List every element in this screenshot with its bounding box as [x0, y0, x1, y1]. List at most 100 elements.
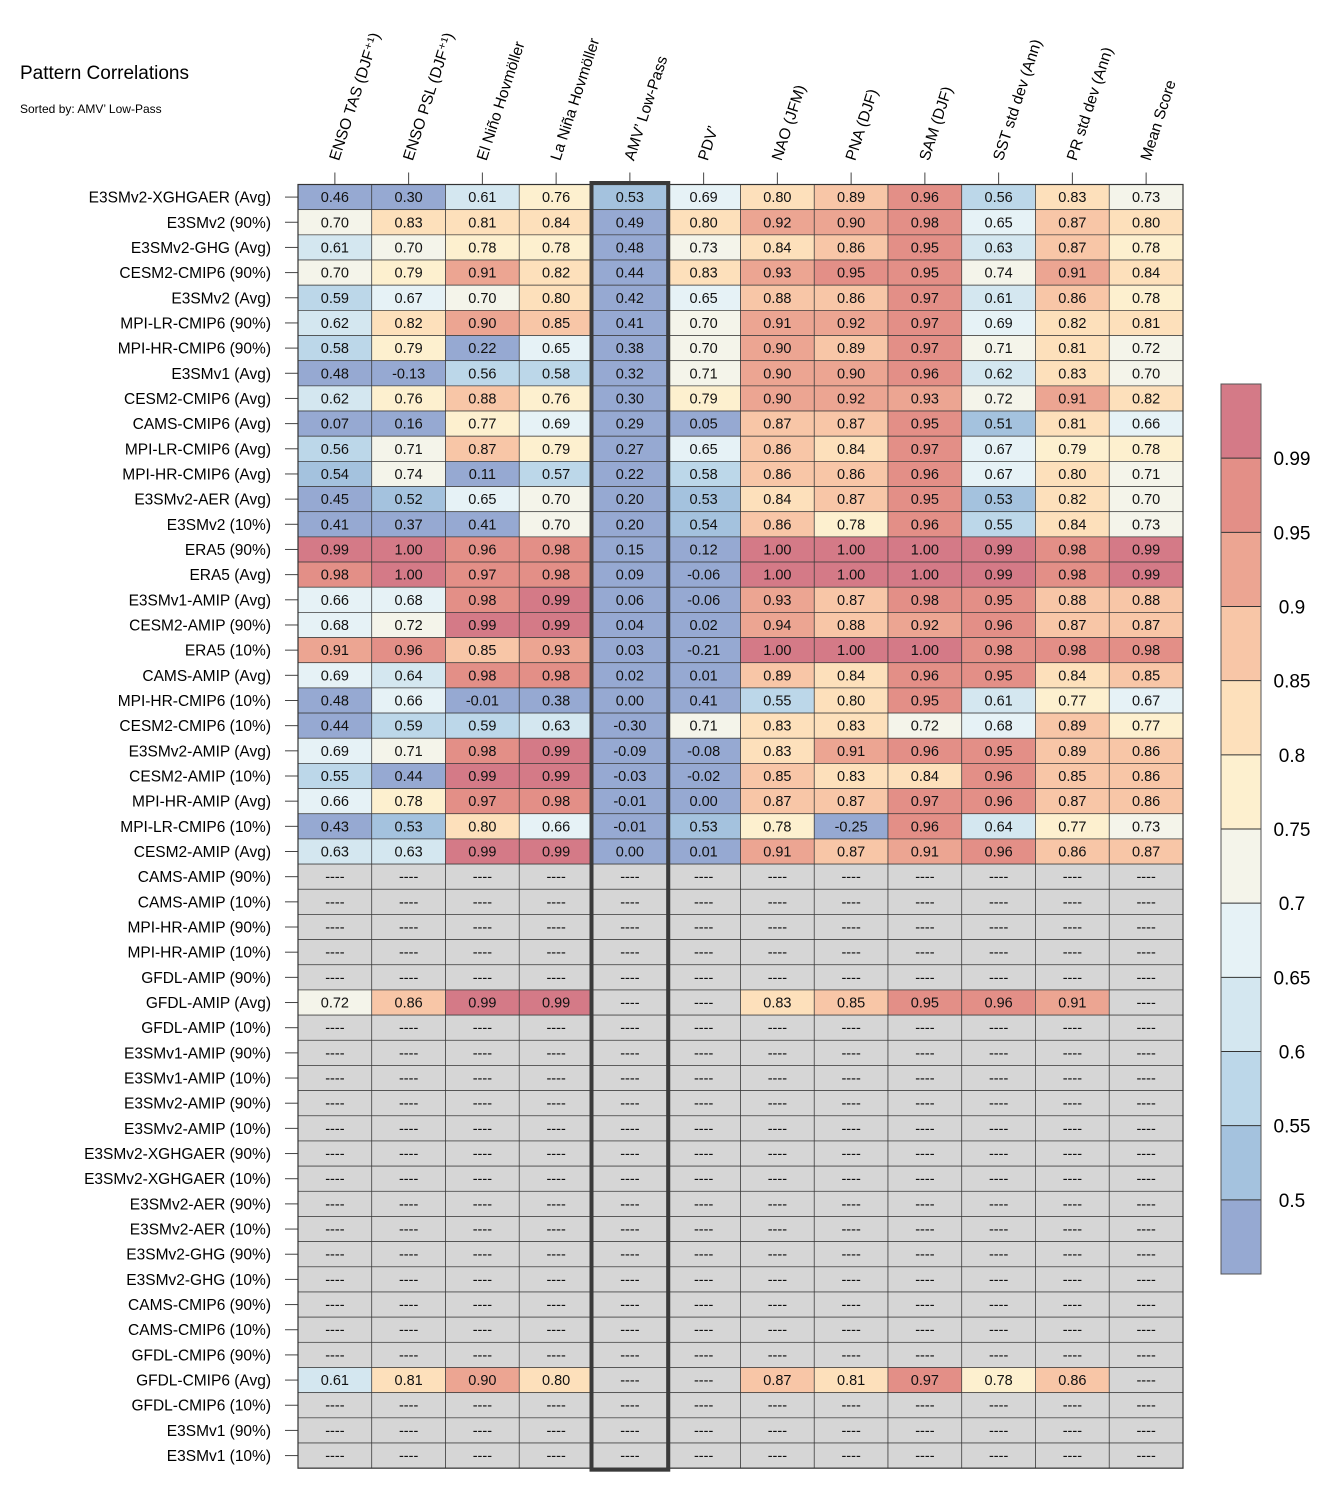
heatmap-cell: [1108, 939, 1184, 966]
heatmap-cell: [887, 1216, 963, 1242]
heatmap-cell: [371, 1140, 446, 1167]
cell-value-label: 0.54: [690, 517, 718, 533]
cell-value-label: 0.70: [468, 291, 496, 307]
heatmap-cell: [666, 586, 741, 613]
heatmap-cell: [961, 888, 1036, 915]
heatmap-cell: [813, 687, 889, 714]
cell-value-label: ----: [399, 1046, 418, 1062]
heatmap-cell: [592, 360, 668, 387]
cell-value-label: ----: [399, 920, 418, 936]
cell-value-label: 0.92: [837, 316, 865, 332]
row-label: E3SMv2 (90%): [167, 215, 271, 232]
cell-value-label: 0.70: [542, 517, 570, 533]
heatmap-cell: [371, 712, 446, 739]
cell-value-label: 0.84: [1058, 668, 1086, 684]
cell-value-label: ----: [915, 1247, 934, 1263]
cell-value-label: 0.96: [911, 366, 939, 382]
heatmap-cell: [297, 410, 373, 437]
cell-value-label: 0.63: [395, 845, 423, 861]
cell-value-label: ----: [325, 1449, 344, 1465]
cell-value-label: ----: [989, 1423, 1008, 1439]
cell-value-label: ----: [841, 1121, 860, 1137]
heatmap-cell: [445, 1341, 520, 1368]
cell-value-label: 0.98: [1132, 643, 1160, 659]
cell-value-label: 0.96: [985, 769, 1013, 785]
cell-value-label: ----: [620, 1071, 639, 1087]
cell-value-label: 0.62: [321, 391, 349, 407]
cell-value-label: ----: [694, 996, 713, 1012]
heatmap-cell: [740, 284, 815, 311]
heatmap-cell: [371, 284, 446, 311]
heatmap-cell: [518, 687, 594, 714]
cell-value-label: ----: [989, 1197, 1008, 1213]
cell-value-label: 0.88: [468, 391, 496, 407]
colorbar-bin: [1221, 1199, 1261, 1274]
cell-value-label: ----: [473, 1423, 492, 1439]
cell-value-label: ----: [841, 1197, 860, 1213]
cell-value-label: 0.76: [395, 391, 423, 407]
cell-value-label: ----: [694, 970, 713, 986]
cell-value-label: 0.71: [395, 442, 423, 458]
heatmap-cell: [592, 1341, 668, 1368]
cell-value-label: ----: [768, 1423, 787, 1439]
cell-value-label: 0.99: [985, 542, 1013, 558]
cell-value-label: 0.65: [985, 215, 1013, 231]
cell-value-label: 0.96: [911, 668, 939, 684]
heatmap-cell: [961, 184, 1036, 211]
heatmap-cell: [445, 1140, 520, 1167]
heatmap-cell: [518, 435, 594, 462]
cell-value-label: 0.91: [321, 643, 349, 659]
heatmap-cell: [592, 410, 668, 437]
cell-value-label: ----: [694, 1298, 713, 1314]
cell-value-label: ----: [620, 895, 639, 911]
heatmap-cell: [740, 662, 815, 689]
row-label: E3SMv2-AMIP (10%): [124, 1121, 271, 1138]
cell-value-label: 0.95: [985, 593, 1013, 609]
cell-value-label: ----: [546, 1121, 565, 1137]
cell-value-label: 0.81: [837, 1373, 865, 1389]
cell-value-label: ----: [768, 1046, 787, 1062]
cell-value-label: 0.59: [321, 291, 349, 307]
cell-value-label: ----: [399, 1222, 418, 1238]
cell-value-label: 0.84: [763, 240, 791, 256]
cell-value-label: ----: [1063, 1021, 1082, 1037]
cell-value-label: ----: [1136, 1348, 1155, 1364]
cell-value-label: ----: [473, 1071, 492, 1087]
cell-value-label: ----: [473, 1197, 492, 1213]
cell-value-label: 0.90: [468, 1373, 496, 1389]
cell-value-label: 0.16: [395, 417, 423, 433]
heatmap-cell: [518, 586, 594, 613]
heatmap-cell: [371, 1216, 446, 1242]
cell-value-label: 0.86: [1132, 794, 1160, 810]
heatmap-cell: [813, 1190, 889, 1217]
cell-value-label: 1.00: [837, 542, 865, 558]
row-label: CESM2-AMIP (10%): [129, 768, 271, 785]
heatmap-cell: [1035, 1392, 1110, 1419]
heatmap-cell: [961, 259, 1036, 286]
cell-value-label: 0.86: [763, 467, 791, 483]
cell-value-label: 0.22: [468, 341, 496, 357]
cell-value-label: 0.86: [763, 442, 791, 458]
cell-value-label: 0.73: [1132, 190, 1160, 206]
heatmap-cell: [1108, 737, 1184, 764]
heatmap-cell: [666, 1140, 741, 1167]
cell-value-label: 0.92: [911, 618, 939, 634]
cell-value-label: 0.80: [837, 693, 865, 709]
heatmap-cell: [1035, 863, 1110, 890]
heatmap-cell: [887, 1417, 963, 1444]
row-label: E3SMv1-AMIP (Avg): [129, 592, 271, 609]
heatmap-cell: [371, 561, 446, 588]
heatmap-cell: [592, 486, 668, 513]
heatmap-cell: [297, 1090, 373, 1117]
heatmap-cell: [445, 687, 520, 714]
heatmap-cell: [813, 1065, 889, 1091]
row-label: CESM2-AMIP (Avg): [134, 844, 271, 861]
heatmap-cell: [592, 1241, 668, 1268]
heatmap-cell: [740, 989, 815, 1016]
cell-value-label: ----: [768, 1197, 787, 1213]
cell-value-label: ----: [915, 895, 934, 911]
cell-value-label: 0.37: [395, 517, 423, 533]
heatmap-cell: [813, 1140, 889, 1167]
cell-value-label: 0.97: [911, 341, 939, 357]
cell-value-label: 1.00: [837, 568, 865, 584]
